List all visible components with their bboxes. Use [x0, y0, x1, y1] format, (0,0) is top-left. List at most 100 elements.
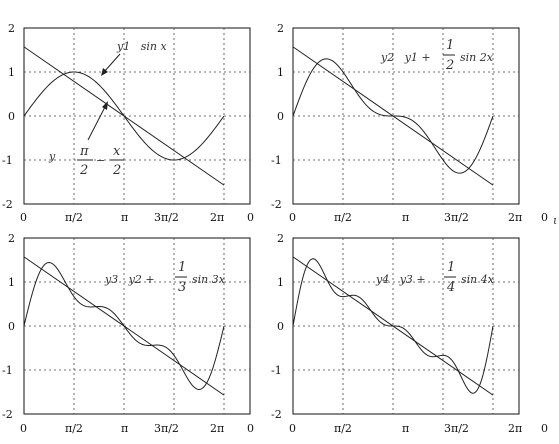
y-tick-label: 1 — [8, 276, 15, 289]
fraction-numerator: 1 — [447, 260, 455, 275]
y-tick-label: 2 — [8, 232, 15, 245]
x-tick-label: π — [402, 211, 409, 224]
y-tick-label: -2 — [271, 408, 282, 421]
x-tick-label: 0 — [20, 211, 27, 224]
annotation-suffix: sin 2x — [460, 51, 494, 64]
arrow-head — [102, 101, 108, 110]
series-line-partial-sum — [292, 58, 494, 174]
y-tick-label: -1 — [2, 154, 13, 167]
x-tick-labels: 0 π/2 π 3π/2 2π 0 — [289, 422, 548, 435]
annotation-suffix: sin 4x — [461, 273, 495, 286]
plot-frame — [23, 27, 251, 205]
y-tick-label: 1 — [277, 66, 284, 79]
x-tick-label: 3π/2 — [154, 422, 179, 435]
annotation-label: y2 y1 + — [380, 51, 431, 64]
y-tick-label: 0 — [277, 320, 284, 333]
y-tick-labels: 2 1 0 -1 -2 — [271, 22, 284, 211]
grid — [293, 238, 519, 414]
annotation-arrow — [87, 104, 107, 141]
arrow-head — [101, 68, 108, 76]
minus-sign: − — [96, 154, 105, 167]
x-tick-label: 2π — [508, 211, 522, 224]
y-tick-labels: 2 1 0 -1 -2 — [2, 232, 15, 421]
grid — [24, 238, 250, 414]
annotation-label: y3 y2 + — [104, 273, 155, 286]
series-line-partial-sum — [23, 71, 225, 161]
y-tick-label: 2 — [8, 22, 15, 35]
panel-bottom-left: 2 1 0 -1 -2 0 π/2 π 3π/2 2π 0 y3 y2 + 1 … — [2, 232, 254, 435]
y-tick-labels: 2 1 0 -1 -2 — [2, 22, 15, 211]
x-tick-label: 3π/2 — [444, 422, 469, 435]
y-tick-labels: 2 1 0 -1 -2 — [271, 232, 284, 421]
annotation-arrow — [103, 53, 121, 73]
fraction-denominator: 4 — [446, 280, 455, 295]
annotation-suffix: sin 3x — [192, 273, 226, 286]
x-tick-label: 0 — [541, 211, 548, 224]
curves — [23, 46, 225, 186]
fraction-numerator: 1 — [178, 260, 186, 275]
fraction-numerator: 1 — [446, 38, 454, 53]
x-tick-label: 0 — [289, 422, 296, 435]
grid — [293, 28, 519, 204]
annotation-y-label: y — [48, 150, 56, 163]
y-tick-label: -2 — [2, 408, 13, 421]
x-tick-labels: 0 π/2 π 3π/2 2π 0 — [289, 211, 548, 224]
x-tick-label: π/2 — [334, 422, 352, 435]
y-tick-label: 2 — [277, 22, 284, 35]
x-tick-label: 0 — [541, 422, 548, 435]
x-tick-label: 3π/2 — [154, 211, 179, 224]
x-tick-labels: 0 π/2 π 3π/2 2π 0 — [20, 211, 254, 224]
annotation-sin: y1 sin x — [101, 40, 167, 76]
x-tick-label: π/2 — [334, 211, 352, 224]
y-tick-label: 0 — [8, 320, 15, 333]
plot-frame — [292, 237, 520, 415]
plot-frame — [23, 237, 251, 415]
fraction-numerator: x — [113, 144, 121, 159]
x-tick-label: 0 — [247, 211, 254, 224]
panel-bottom-right: 2 1 0 -1 -2 0 π/2 π 3π/2 2π 0 y4 y3 + 1 … — [271, 232, 548, 435]
annotation-label: y4 y3 + — [375, 273, 426, 286]
x-tick-label: π/2 — [65, 422, 83, 435]
y-tick-label: 2 — [277, 232, 284, 245]
grid — [24, 28, 250, 204]
x-tick-label: 0 — [289, 211, 296, 224]
annotation-line: y π 2 − x 2 — [48, 101, 124, 178]
x-tick-label: 3π/2 — [444, 211, 469, 224]
annotation-label: y1 sin x — [116, 40, 167, 53]
x-tick-labels: 0 π/2 π 3π/2 2π 0 — [20, 422, 254, 435]
curves — [292, 46, 494, 186]
panel-top-left: 2 1 0 -1 -2 0 π/2 π 3π/2 2π 0 y1 sin x y… — [2, 22, 254, 224]
x-tick-label: π — [402, 422, 409, 435]
y-tick-label: -1 — [2, 364, 13, 377]
y-tick-label: -2 — [2, 198, 13, 211]
x-tick-label: π — [121, 422, 128, 435]
panel-top-right: 2 1 0 -1 -2 0 π/2 π 3π/2 2π 0 y2 y1 + 1 … — [271, 22, 548, 224]
x-tick-label: 2π — [210, 211, 224, 224]
fraction-numerator: π — [79, 144, 89, 159]
stray-mark: ι — [553, 214, 557, 227]
x-tick-label: 0 — [247, 422, 254, 435]
y-tick-label: -1 — [271, 154, 282, 167]
series-line-partial-sum — [292, 258, 494, 394]
fraction-denominator: 3 — [178, 280, 186, 295]
x-tick-label: π/2 — [65, 211, 83, 224]
fraction-denominator: 2 — [112, 163, 121, 178]
curves — [23, 256, 225, 396]
curves — [292, 256, 494, 396]
y-tick-label: 1 — [277, 276, 284, 289]
x-tick-label: 2π — [508, 422, 522, 435]
y-tick-label: 0 — [8, 110, 15, 123]
annotation-y2: y2 y1 + 1 2 sin 2x — [380, 38, 494, 73]
x-tick-label: 0 — [20, 422, 27, 435]
series-line-partial-sum — [23, 262, 225, 390]
x-tick-label: π — [121, 211, 128, 224]
fraction-denominator: 2 — [445, 58, 454, 73]
annotation-y4: y4 y3 + 1 4 sin 4x — [375, 260, 495, 295]
y-tick-label: -1 — [271, 364, 282, 377]
fraction-denominator: 2 — [79, 163, 88, 178]
y-tick-label: -2 — [271, 198, 282, 211]
x-tick-label: 2π — [210, 422, 224, 435]
y-tick-label: 0 — [277, 110, 284, 123]
y-tick-label: 1 — [8, 66, 15, 79]
